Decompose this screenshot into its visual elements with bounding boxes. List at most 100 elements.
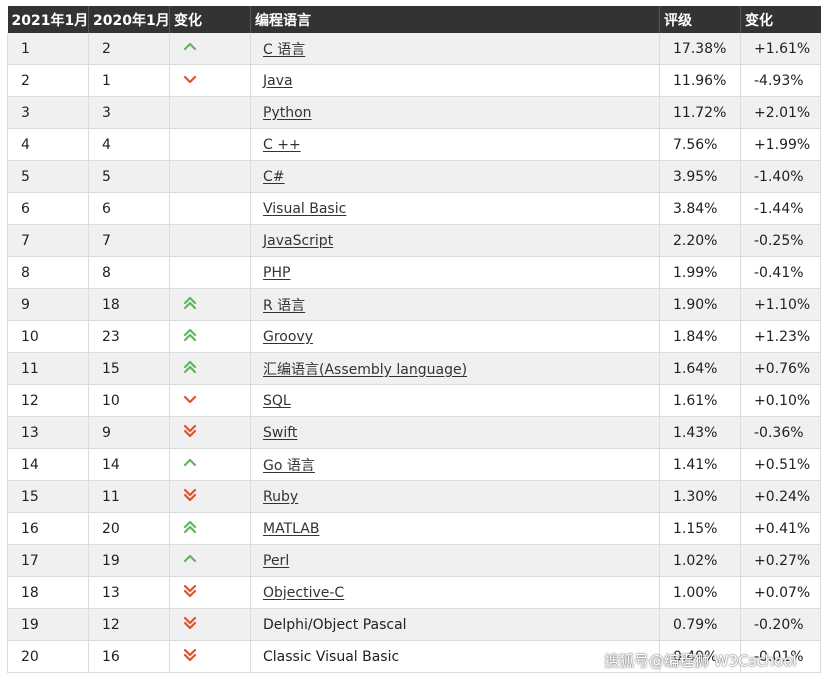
language-cell: Python [250, 96, 660, 129]
language-link[interactable]: C# [263, 168, 285, 185]
language-link[interactable]: Java [263, 72, 293, 89]
rating-cell: 1.90% [659, 288, 741, 321]
language-link[interactable]: Python [263, 104, 312, 121]
rating-cell: 1.30% [659, 480, 741, 513]
rank-2020-cell: 1 [88, 64, 170, 97]
table-row: 2 1 Java 11.96% -4.93% [7, 64, 821, 97]
language-link[interactable]: Objective-C [263, 584, 345, 601]
rating-cell: 1.02% [659, 544, 741, 577]
rating-cell: 3.84% [659, 192, 741, 225]
change-cell: +0.51% [740, 448, 821, 481]
change-cell: +1.23% [740, 320, 821, 353]
header-language: 编程语言 [250, 6, 660, 33]
table-row: 15 11 Ruby 1.30% +0.24% [7, 480, 821, 513]
table-row: 17 19 Perl 1.02% +0.27% [7, 544, 821, 577]
rank-2021-cell: 5 [7, 160, 89, 193]
change-cell: -1.40% [740, 160, 821, 193]
rank-2020-cell: 18 [88, 288, 170, 321]
language-link[interactable]: Ruby [263, 488, 299, 505]
double-chevron-down-icon [183, 424, 197, 442]
trend-cell [169, 33, 251, 65]
language-link[interactable]: C ++ [263, 136, 301, 153]
rank-2021-cell: 15 [7, 480, 89, 513]
chevron-up-icon [183, 40, 197, 58]
rank-2020-cell: 19 [88, 544, 170, 577]
language-link[interactable]: PHP [263, 264, 291, 281]
language-link[interactable]: C 语言 [263, 41, 306, 58]
table-row: 5 5 C# 3.95% -1.40% [7, 160, 821, 193]
double-chevron-up-icon [183, 360, 197, 378]
rank-2020-cell: 10 [88, 384, 170, 417]
language-cell: JavaScript [250, 224, 660, 257]
table-row: 9 18 R 语言 1.90% +1.10% [7, 288, 821, 321]
double-chevron-down-icon [183, 584, 197, 602]
change-cell: +0.41% [740, 512, 821, 545]
trend-cell [169, 608, 251, 641]
table-row: 10 23 Groovy 1.84% +1.23% [7, 320, 821, 353]
trend-cell [169, 576, 251, 609]
table-row: 8 8 PHP 1.99% -0.41% [7, 256, 821, 289]
trend-cell [169, 192, 251, 225]
rating-cell: 11.96% [659, 64, 741, 97]
language-cell: Swift [250, 416, 660, 449]
language-cell: Java [250, 64, 660, 97]
language-link[interactable]: 汇编语言(Assembly language) [263, 361, 468, 378]
rank-2020-cell: 8 [88, 256, 170, 289]
change-cell: +0.24% [740, 480, 821, 513]
change-cell: +0.27% [740, 544, 821, 577]
language-cell: Visual Basic [250, 192, 660, 225]
table-row: 3 3 Python 11.72% +2.01% [7, 96, 821, 129]
trend-cell [169, 224, 251, 257]
table-row: 6 6 Visual Basic 3.84% -1.44% [7, 192, 821, 225]
language-link[interactable]: Perl [263, 552, 290, 569]
rank-2021-cell: 12 [7, 384, 89, 417]
rank-2020-cell: 2 [88, 33, 170, 65]
rating-cell: 11.72% [659, 96, 741, 129]
trend-cell [169, 128, 251, 161]
rank-2021-cell: 14 [7, 448, 89, 481]
rank-2020-cell: 4 [88, 128, 170, 161]
table-row: 13 9 Swift 1.43% -0.36% [7, 416, 821, 449]
language-cell: Groovy [250, 320, 660, 353]
language-link[interactable]: Go 语言 [263, 457, 315, 474]
rank-2021-cell: 13 [7, 416, 89, 449]
language-cell: 汇编语言(Assembly language) [250, 352, 660, 385]
table-row: 7 7 JavaScript 2.20% -0.25% [7, 224, 821, 257]
trend-cell [169, 96, 251, 129]
language-link[interactable]: SQL [263, 392, 291, 409]
rating-cell: 17.38% [659, 33, 741, 65]
trend-cell [169, 160, 251, 193]
rank-2020-cell: 23 [88, 320, 170, 353]
table-row: 19 12 Delphi/Object Pascal 0.79% -0.20% [7, 608, 821, 641]
change-cell: +0.76% [740, 352, 821, 385]
header-rank-2020: 2020年1月 [88, 6, 170, 33]
header-trend: 变化 [169, 6, 251, 33]
rating-cell: 1.64% [659, 352, 741, 385]
rank-2021-cell: 4 [7, 128, 89, 161]
rank-2020-cell: 11 [88, 480, 170, 513]
rank-2021-cell: 1 [7, 33, 89, 65]
rank-2021-cell: 18 [7, 576, 89, 609]
language-link[interactable]: R 语言 [263, 297, 306, 314]
trend-cell [169, 512, 251, 545]
language-cell: Perl [250, 544, 660, 577]
language-link[interactable]: JavaScript [263, 232, 334, 249]
rank-2021-cell: 19 [7, 608, 89, 641]
header-row: 2021年1月 2020年1月 变化 编程语言 评级 变化 [7, 6, 821, 33]
rank-2021-cell: 10 [7, 320, 89, 353]
change-cell: +0.07% [740, 576, 821, 609]
trend-cell [169, 480, 251, 513]
change-cell: +1.99% [740, 128, 821, 161]
rating-cell: 2.20% [659, 224, 741, 257]
watermark: 搜狐号@编程狮 W3Cschool [604, 652, 797, 670]
language-link[interactable]: Groovy [263, 328, 313, 345]
trend-cell [169, 256, 251, 289]
chevron-up-icon [183, 552, 197, 570]
language-link[interactable]: MATLAB [263, 520, 320, 537]
language-link[interactable]: Visual Basic [263, 200, 347, 217]
language-link[interactable]: Swift [263, 424, 298, 441]
change-cell: -0.36% [740, 416, 821, 449]
language-cell: Classic Visual Basic [250, 640, 660, 673]
